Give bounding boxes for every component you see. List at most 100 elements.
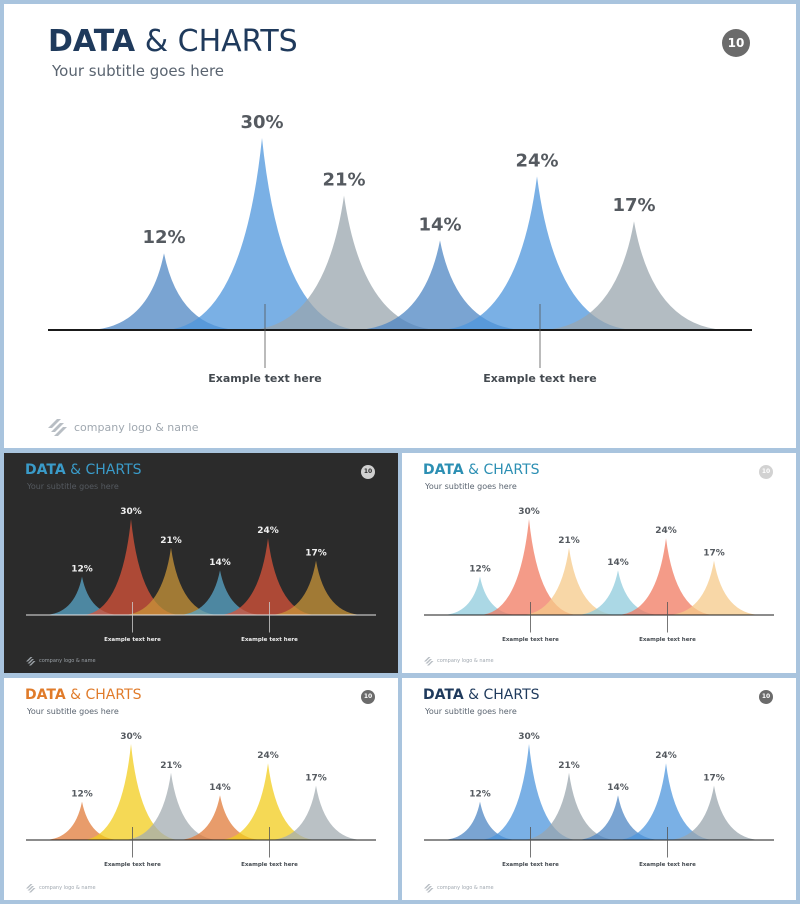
annotation-text: Example text here <box>104 637 161 643</box>
title-rest: & CHARTS <box>70 687 142 703</box>
peak-A <box>43 576 121 615</box>
value-label-A: 12% <box>71 790 93 800</box>
peak-B <box>81 744 181 840</box>
value-label-F: 17% <box>703 774 725 784</box>
value-label-F: 17% <box>305 774 327 784</box>
slide-title: DATA & CHARTS <box>25 687 142 703</box>
logo-text: company logo & name <box>437 885 494 891</box>
title-rest: & CHARTS <box>70 462 142 478</box>
value-label-B: 30% <box>518 507 540 517</box>
logo-icon <box>26 657 36 666</box>
chart-light-coral: 12% 30% 21% 14% 24% 17% Example text here Examp… <box>424 507 774 643</box>
title-rest: & CHARTS <box>468 687 540 703</box>
company-logo: company logo & name <box>423 883 494 893</box>
value-label-E: 24% <box>655 526 677 536</box>
title-bold: DATA <box>423 687 464 703</box>
value-label-D: 14% <box>607 783 629 793</box>
peak-B <box>162 138 362 330</box>
annotation-text: Example text here <box>502 637 559 643</box>
company-logo: company logo & name <box>423 656 494 666</box>
annotation-text: Example text here <box>241 862 298 868</box>
peak-E <box>616 763 716 840</box>
peak-B <box>479 519 579 615</box>
value-label-D: 14% <box>209 783 231 793</box>
value-label-A: 12% <box>469 790 491 800</box>
peak-B <box>479 744 579 840</box>
annotation-text: Example text here <box>208 372 322 385</box>
value-label-B: 30% <box>120 507 142 517</box>
chart-main: 12% 30% 21% 14% 24% 17% Example text here Examp… <box>48 112 752 385</box>
peak-C <box>122 772 220 840</box>
value-label-C: 21% <box>160 761 182 771</box>
peak-F <box>268 785 364 840</box>
page-number-badge: 10 <box>722 29 750 57</box>
peak-C <box>520 547 618 615</box>
value-label-A: 12% <box>71 565 93 575</box>
peak-F <box>666 785 762 840</box>
peak-F <box>666 560 762 615</box>
value-label-C: 21% <box>558 761 580 771</box>
value-label-F: 17% <box>612 195 655 216</box>
peak-B <box>81 519 181 615</box>
annotation-text: Example text here <box>639 862 696 868</box>
peak-A <box>441 801 519 840</box>
slide-subtitle: Your subtitle goes here <box>27 707 119 716</box>
value-label-E: 24% <box>655 751 677 761</box>
peak-E <box>218 538 318 615</box>
peak-E <box>437 176 637 330</box>
logo-text: company logo & name <box>74 420 199 434</box>
chart-light-blue: 12% 30% 21% 14% 24% 17% Example text here Examp… <box>424 732 774 868</box>
value-label-D: 14% <box>418 214 461 235</box>
logo-icon <box>48 419 67 436</box>
value-label-A: 12% <box>142 227 185 248</box>
peak-C <box>122 547 220 615</box>
title-bold: DATA <box>48 24 136 59</box>
logo-icon <box>424 884 434 893</box>
slide-light-blue: DATA & CHARTS Your subtitle goes here 10… <box>402 678 796 900</box>
company-logo: company logo & name <box>25 883 96 893</box>
company-logo: company logo & name <box>25 656 96 666</box>
peak-F <box>268 560 364 615</box>
chart-light-orange: 12% 30% 21% 14% 24% 17% Example text here Examp… <box>26 732 376 868</box>
slide-title: DATA & CHARTS <box>423 462 540 478</box>
slide-light-orange: DATA & CHARTS Your subtitle goes here 10… <box>4 678 398 900</box>
annotation-text: Example text here <box>483 372 597 385</box>
peak-C <box>246 195 442 330</box>
slide-title: DATA & CHARTS <box>48 24 298 59</box>
peak-F <box>538 221 730 330</box>
peak-A <box>43 801 121 840</box>
peak-D <box>352 240 528 330</box>
peak-E <box>616 538 716 615</box>
title-rest: & CHARTS <box>468 462 540 478</box>
logo-text: company logo & name <box>39 885 96 891</box>
peak-D <box>176 795 264 840</box>
logo-text: company logo & name <box>437 658 494 664</box>
title-bold: DATA <box>25 687 66 703</box>
value-label-E: 24% <box>257 526 279 536</box>
logo-icon <box>26 884 36 893</box>
logo-text: company logo & name <box>39 658 96 664</box>
value-label-F: 17% <box>703 549 725 559</box>
chart-dark: 12% 30% 21% 14% 24% 17% Example text here Examp… <box>26 507 376 643</box>
slide-light-coral: DATA & CHARTS Your subtitle goes here 10… <box>402 453 796 673</box>
logo-icon <box>424 657 434 666</box>
title-bold: DATA <box>25 462 66 478</box>
value-label-B: 30% <box>120 732 142 742</box>
slide-subtitle: Your subtitle goes here <box>27 482 119 491</box>
peak-E <box>218 763 318 840</box>
slide-title: DATA & CHARTS <box>25 462 142 478</box>
value-label-A: 12% <box>469 565 491 575</box>
peak-A <box>86 253 242 330</box>
annotation-text: Example text here <box>502 862 559 868</box>
annotation-text: Example text here <box>241 637 298 643</box>
slide-title: DATA & CHARTS <box>423 687 540 703</box>
title-rest: & CHARTS <box>144 24 298 59</box>
page-number-badge: 10 <box>759 465 773 479</box>
peak-D <box>574 795 662 840</box>
peak-A <box>441 576 519 615</box>
slide-subtitle: Your subtitle goes here <box>425 482 517 491</box>
value-label-B: 30% <box>240 112 283 133</box>
title-bold: DATA <box>423 462 464 478</box>
value-label-C: 21% <box>160 536 182 546</box>
value-label-B: 30% <box>518 732 540 742</box>
